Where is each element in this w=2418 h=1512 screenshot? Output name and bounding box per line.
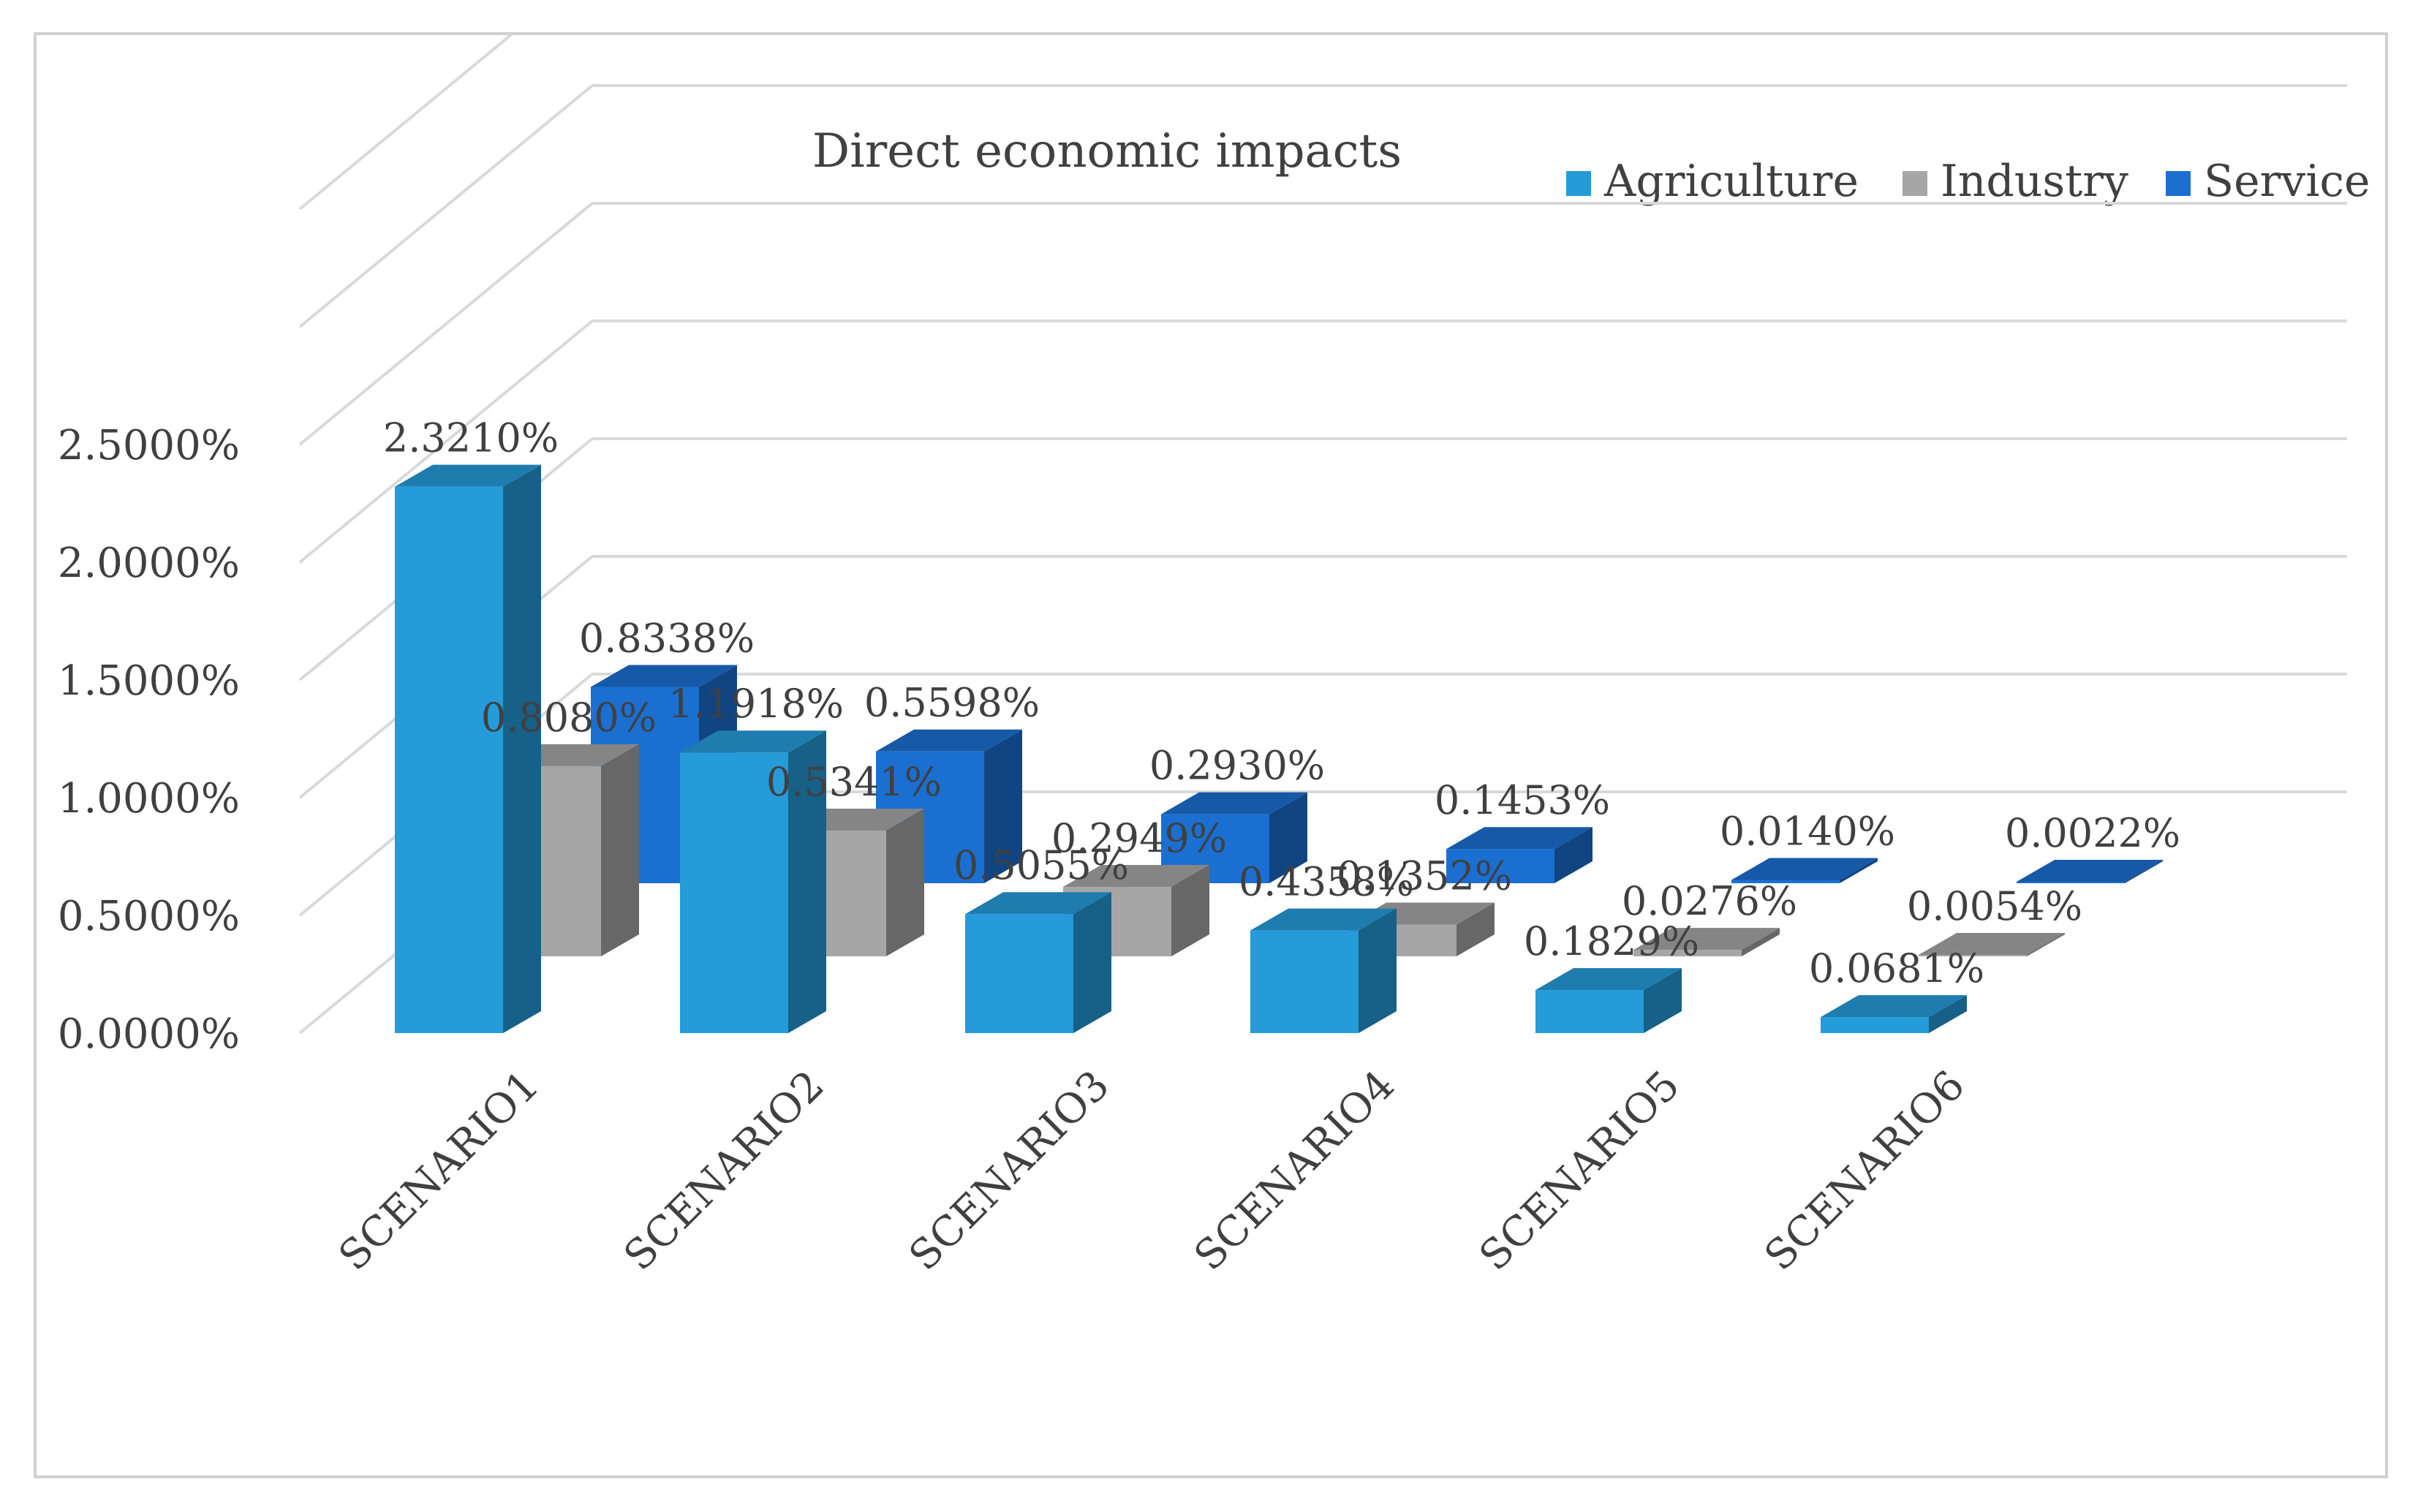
x-tick-label: SCENARIO2 (615, 1062, 834, 1280)
x-tick-label: SCENARIO6 (1756, 1062, 1974, 1280)
x-axis: SCENARIO1 SCENARIO2 SCENARIO3 SCENARIO4 SCEN… (330, 1062, 1974, 1280)
y-tick-label: 2.5000% (58, 422, 240, 469)
bar-agriculture-scenario5 (1535, 968, 1682, 1033)
y-axis: 0.0000% 0.5000% 1.0000% 1.5000% 2.0000% 2.500… (58, 422, 240, 1058)
x-tick-label: SCENARIO1 (330, 1062, 548, 1280)
legend: Agriculture Industry Service (1566, 156, 2370, 207)
bar-service-scenario6 (2017, 860, 2163, 883)
legend-swatch (2166, 171, 2191, 196)
data-label-service-scenario3: 0.2930% (1149, 743, 1325, 789)
chart: Direct economic impacts Agriculture Indus… (58, 0, 2370, 1280)
legend-label: Service (2204, 156, 2370, 207)
bar-agriculture-scenario3 (965, 892, 1111, 1033)
data-labels: 0.8338% 0.8080% 2.3210% 0.5598% 0.5341% 1.191… (383, 415, 2180, 991)
y-tick-label: 1.0000% (58, 775, 240, 823)
data-label-industry-scenario4: 0.1352% (1337, 853, 1512, 899)
legend-item-agriculture: Agriculture (1566, 156, 1859, 207)
gridline-diag (298, 84, 594, 328)
x-tick-label: SCENARIO3 (900, 1062, 1119, 1280)
data-label-agriculture-scenario6: 0.0681% (1809, 945, 1984, 991)
legend-item-service: Service (2166, 156, 2370, 207)
gridlines (298, 0, 2347, 1035)
x-tick-label: SCENARIO4 (1185, 1062, 1404, 1280)
data-label-service-scenario2: 0.5598% (864, 680, 1040, 726)
data-label-industry-scenario6: 0.0054% (1907, 883, 2082, 929)
chart-title: Direct economic impacts (812, 124, 1402, 178)
y-tick-label: 0.0000% (58, 1010, 240, 1058)
gridline-diag (298, 202, 594, 446)
bar-agriculture-scenario1 (395, 464, 541, 1033)
data-label-agriculture-scenario4: 0.4358% (1239, 859, 1414, 905)
bar-agriculture-scenario6 (1821, 995, 1967, 1033)
y-tick-label: 2.0000% (58, 540, 240, 587)
data-label-agriculture-scenario3: 0.5055% (953, 842, 1129, 888)
data-label-service-scenario4: 0.1453% (1435, 777, 1610, 823)
data-label-agriculture-scenario1: 2.3210% (383, 415, 559, 461)
data-label-agriculture-scenario2: 1.1918% (668, 681, 844, 727)
data-label-industry-scenario5: 0.0276% (1622, 878, 1797, 924)
legend-label: Agriculture (1603, 156, 1859, 207)
bar-agriculture-scenario4 (1250, 908, 1397, 1033)
bars (395, 464, 2163, 1033)
legend-item-industry: Industry (1903, 156, 2128, 207)
legend-label: Industry (1941, 156, 2128, 207)
bar-agriculture-scenario2 (680, 730, 826, 1033)
y-tick-label: 0.5000% (58, 893, 240, 940)
gridline-diag (298, 320, 594, 564)
legend-swatch (1903, 171, 1927, 196)
legend-swatch (1566, 171, 1591, 196)
data-label-industry-scenario1: 0.8080% (481, 695, 657, 741)
bar-service-scenario4 (1446, 827, 1593, 883)
data-label-service-scenario6: 0.0022% (2005, 810, 2180, 856)
chart-frame: Direct economic impacts Agriculture Indus… (34, 0, 2388, 1478)
y-tick-label: 1.5000% (58, 657, 240, 705)
data-label-service-scenario1: 0.8338% (579, 616, 755, 662)
data-label-industry-scenario3: 0.2949% (1051, 815, 1227, 861)
data-label-agriculture-scenario5: 0.1829% (1524, 918, 1699, 964)
x-tick-label: SCENARIO5 (1470, 1062, 1689, 1280)
bar-industry-scenario6 (1919, 933, 2065, 956)
data-label-service-scenario5: 0.0140% (1720, 808, 1895, 854)
bar-service-scenario5 (1731, 858, 1878, 883)
bar-industry-scenario5 (1633, 928, 1780, 956)
data-label-industry-scenario2: 0.5341% (766, 759, 942, 805)
